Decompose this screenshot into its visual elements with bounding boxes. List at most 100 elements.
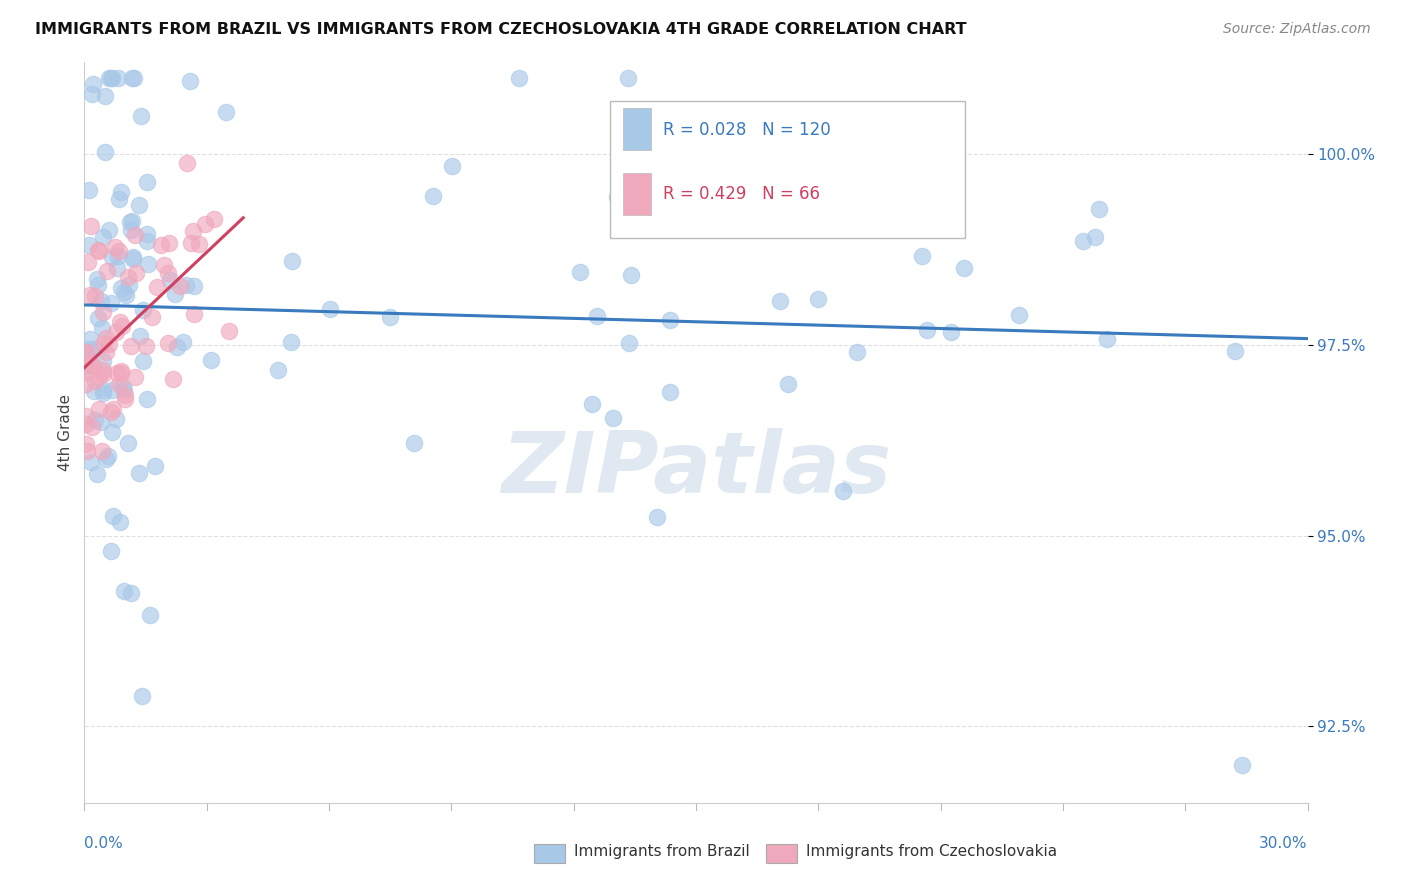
Point — [96, 451, 118, 466]
Point — [87, 277, 110, 292]
Point — [141, 310, 163, 325]
Point — [1230, 757, 1253, 772]
Y-axis label: 4th Grade: 4th Grade — [58, 394, 73, 471]
Point — [122, 70, 145, 85]
Point — [107, 366, 129, 380]
Point — [319, 301, 342, 316]
Point — [112, 285, 135, 299]
Point — [159, 273, 181, 287]
Point — [124, 370, 146, 384]
Point — [125, 267, 148, 281]
Point — [83, 289, 105, 303]
Point — [100, 544, 122, 558]
Point — [76, 351, 98, 365]
Point — [169, 279, 191, 293]
Point — [110, 367, 132, 381]
Point — [77, 342, 100, 356]
Point — [1088, 202, 1111, 216]
Point — [118, 215, 141, 229]
Point — [97, 449, 120, 463]
Point — [101, 401, 124, 416]
Point — [86, 467, 108, 482]
Point — [75, 345, 97, 359]
Point — [378, 310, 401, 324]
Point — [619, 335, 641, 350]
Point — [146, 280, 169, 294]
Point — [1225, 344, 1247, 359]
Point — [218, 324, 240, 338]
Point — [121, 214, 143, 228]
Point — [422, 189, 444, 203]
Text: Source: ZipAtlas.com: Source: ZipAtlas.com — [1223, 22, 1371, 37]
Point — [87, 369, 110, 384]
Point — [135, 234, 157, 248]
Point — [129, 110, 152, 124]
Point — [75, 376, 97, 391]
Point — [188, 237, 211, 252]
Point — [911, 249, 934, 263]
Point — [121, 70, 143, 85]
Point — [581, 397, 603, 411]
Point — [101, 383, 124, 397]
Point — [112, 383, 135, 397]
Point — [402, 436, 425, 450]
Point — [117, 277, 139, 292]
Point — [136, 227, 159, 241]
Point — [200, 352, 222, 367]
Point — [105, 411, 128, 425]
Point — [915, 323, 938, 337]
Point — [91, 367, 114, 381]
Point — [441, 160, 464, 174]
Point — [166, 340, 188, 354]
Point — [181, 224, 204, 238]
Point — [136, 256, 159, 270]
Text: IMMIGRANTS FROM BRAZIL VS IMMIGRANTS FROM CZECHOSLOVAKIA 4TH GRADE CORRELATION C: IMMIGRANTS FROM BRAZIL VS IMMIGRANTS FRO… — [35, 22, 967, 37]
Point — [1095, 332, 1118, 346]
Point — [183, 278, 205, 293]
Point — [100, 404, 122, 418]
Text: R = 0.028   N = 120: R = 0.028 N = 120 — [664, 120, 831, 138]
Point — [96, 331, 118, 345]
Text: 30.0%: 30.0% — [1260, 836, 1308, 851]
Point — [280, 335, 302, 350]
Point — [79, 356, 101, 370]
Point — [87, 244, 110, 259]
Point — [100, 425, 122, 439]
Point — [602, 411, 624, 425]
Point — [122, 250, 145, 264]
Point — [180, 235, 202, 250]
Point — [91, 384, 114, 398]
Point — [86, 272, 108, 286]
Point — [83, 384, 105, 398]
Point — [807, 204, 830, 219]
Point — [87, 243, 110, 257]
Point — [117, 436, 139, 450]
Point — [120, 339, 142, 353]
Point — [93, 385, 115, 400]
Point — [157, 336, 180, 351]
Point — [179, 74, 201, 88]
Text: Immigrants from Czechoslovakia: Immigrants from Czechoslovakia — [806, 845, 1057, 859]
Point — [80, 219, 103, 233]
Point — [110, 364, 132, 378]
Point — [1008, 308, 1031, 322]
Point — [83, 342, 105, 356]
Point — [149, 237, 172, 252]
Point — [80, 420, 103, 434]
Bar — [623, 173, 651, 215]
Point — [128, 467, 150, 481]
Point — [101, 250, 124, 264]
Point — [114, 392, 136, 406]
Point — [659, 385, 682, 400]
Point — [110, 281, 132, 295]
Point — [110, 315, 132, 329]
Point — [111, 319, 134, 334]
Point — [75, 417, 97, 432]
Point — [105, 260, 128, 275]
Point — [90, 294, 112, 309]
Text: ZIPatlas: ZIPatlas — [501, 428, 891, 511]
Point — [91, 305, 114, 319]
Point — [75, 409, 97, 423]
Point — [82, 87, 104, 101]
Point — [107, 70, 129, 85]
